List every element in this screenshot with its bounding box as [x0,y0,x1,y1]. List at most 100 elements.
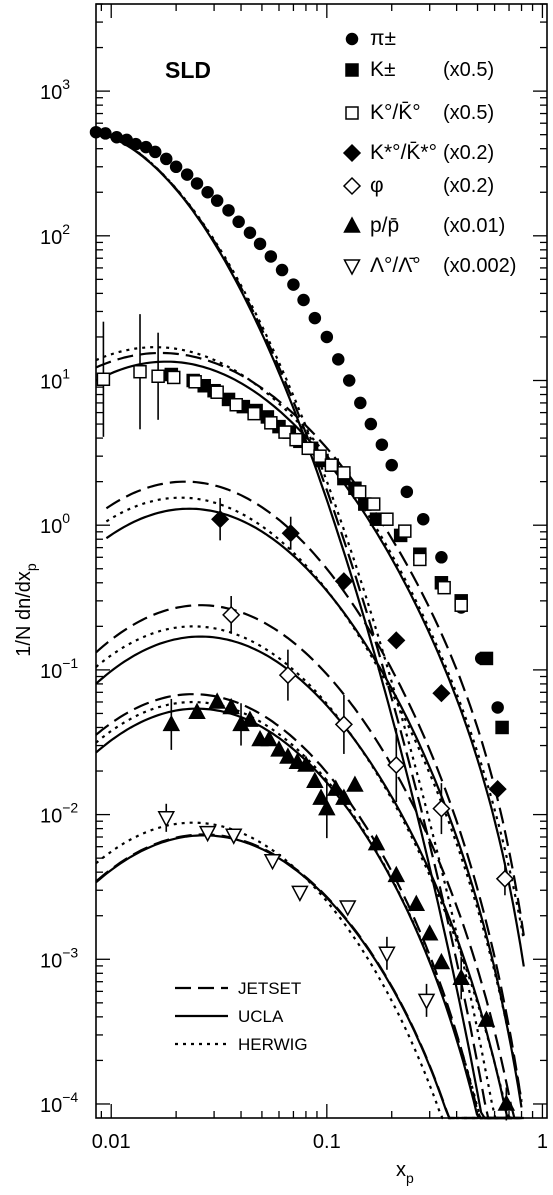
data-point [479,651,494,666]
y-tick-label: 101 [40,366,70,394]
legend-scale: (x0.2) [443,142,494,164]
data-point [133,364,147,379]
data-point [345,106,359,120]
data-point [224,828,243,845]
model-legend-label: JETSET [238,979,301,998]
data-point [332,353,345,366]
data-point [380,512,394,526]
data-point [264,416,278,430]
data-point [99,127,112,140]
data-point [279,747,297,764]
data-point [129,137,143,151]
data-point [198,825,217,843]
data-point [420,924,439,941]
legend-scale: (x0.5) [443,102,494,124]
legend-scale: (x0.2) [443,175,494,197]
model-curve-dotted [95,625,522,1120]
model-legend-label: UCLA [238,1007,284,1026]
data-point [160,152,173,166]
data-point [278,425,292,439]
data-point [435,551,448,564]
data-point [297,755,315,772]
data-point [495,720,509,735]
y-tick-label: 10−1 [40,655,78,683]
model-curves [95,128,525,1120]
data-point [400,485,414,499]
data-point [334,572,353,591]
data-point [488,780,507,799]
data-point [306,771,324,788]
data-point [407,894,426,912]
data-point [188,702,206,719]
data-point [291,885,309,902]
model-curve-dashed [95,129,524,1120]
data-point [454,598,468,612]
data-point [312,788,330,805]
data-point [495,869,514,888]
data-point [208,692,226,709]
data-point [301,441,315,456]
data-point [385,458,398,472]
data-point [366,497,381,511]
data-point [432,684,451,703]
data-point [417,993,436,1010]
data-point [352,485,367,499]
data-point [378,946,396,963]
legend-label: p/p̄ [370,214,399,237]
data-point [335,788,353,805]
data-point [491,701,504,714]
data-point [387,865,406,883]
data-point [287,278,300,291]
data-point [497,1094,516,1111]
plot-frame [95,3,548,1119]
data-point [263,853,282,871]
data-point [326,779,345,796]
data-point [148,145,162,159]
data-point [313,449,327,463]
data-point [243,226,257,239]
data-point [157,811,176,828]
model-curve-dashed [95,693,512,1120]
data-point [387,755,406,775]
model-legend-label: HERWIG [238,1035,308,1054]
data-point [364,417,378,431]
model-curve-dotted [95,821,512,1120]
model-curve-solid [95,360,525,967]
data-point [211,510,230,529]
model-curve-dotted [95,128,524,1120]
data-point [337,466,351,480]
data-point [477,1010,496,1027]
data-point [247,406,261,421]
data-point [190,177,204,190]
data-point [437,580,451,595]
data-point [210,385,224,399]
data-point [432,799,451,818]
data-point [387,631,406,650]
x-tick-label: 0.01 [92,1131,131,1153]
data-point [241,710,259,727]
data-point [320,330,334,344]
data-point [232,215,245,229]
legend-scale: (x0.002) [443,255,516,277]
data-point [289,432,303,447]
data-points [89,125,516,1121]
data-point [210,194,224,207]
legend: π± K± (x0.5) K°/K̄° (x0.5) K*°/K̄*° (x0.2) φ (x0… [342,27,516,277]
data-point [345,32,359,46]
model-curve-dashed [105,480,523,1103]
data-point [297,293,310,307]
x-axis-title: xp [396,1159,414,1186]
legend-label: K± [370,58,396,81]
data-point [342,176,362,196]
model-curve-dotted [95,346,525,941]
model-curve-dashed [95,604,522,1120]
model-curve-dotted [95,700,512,1120]
legend-label: φ [370,174,384,197]
y-tick-label: 102 [40,221,70,249]
data-point [180,168,194,181]
legend-label: K*°/K̄*° [370,141,437,164]
x-tick-label: 1 [537,1131,548,1153]
y-tick-labels: 103 102 101 100 10−1 10−2 10−3 10−4 [40,76,78,1117]
model-legend: JETSET UCLA HERWIG [175,979,308,1054]
